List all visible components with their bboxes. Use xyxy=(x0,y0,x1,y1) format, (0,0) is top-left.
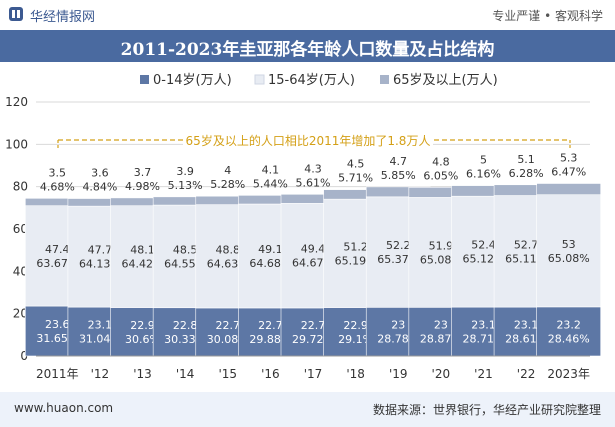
data-label-value: 47.7 xyxy=(88,244,113,257)
data-label-value: 3.6 xyxy=(91,167,109,180)
data-label-value: 3.9 xyxy=(176,165,194,178)
annotation-text: 65岁及以上的人口相比2011年增加了1.8万人 xyxy=(186,133,431,148)
data-label-value: 52.7 xyxy=(514,238,539,251)
top-bar: 华经情报网 专业严谨 • 客观科学 xyxy=(0,0,615,30)
y-tick-label: 100 xyxy=(5,137,28,151)
huajing-logo-icon xyxy=(9,7,23,21)
stacked-bar-chart: 0 20 40 60 80 100 120 0-14岁(万人) 15-64岁(万人) 65岁及以上… xyxy=(5,73,601,381)
bar-65plus xyxy=(536,183,601,196)
data-label-share: 5.28% xyxy=(210,178,245,191)
y-tick-label: 40 xyxy=(13,264,28,278)
x-tick-label: 2023年 xyxy=(547,367,590,381)
data-label-value: 23.2 xyxy=(556,318,581,331)
legend-swatch xyxy=(140,75,149,84)
data-label-share: 4.84% xyxy=(82,181,117,194)
data-label-value: 23 xyxy=(434,319,448,332)
data-label-share: 28.46% xyxy=(548,332,590,345)
data-label-value: 48.8 xyxy=(216,243,241,256)
data-label-value: 4.1 xyxy=(262,163,280,176)
data-label-value: 23.1 xyxy=(471,319,496,332)
data-label-value: 4.5 xyxy=(347,158,365,171)
data-source: 数据来源：世界银行，华经产业研究院整理 xyxy=(372,403,601,417)
x-tick-label: '12 xyxy=(91,367,110,381)
data-label-share: 30.6% xyxy=(125,333,160,346)
data-label-value: 49.1 xyxy=(258,243,283,256)
legend-label: 15-64岁(万人) xyxy=(268,73,355,88)
x-tick-label: '14 xyxy=(176,367,195,381)
legend-label: 65岁及以上(万人) xyxy=(393,73,498,88)
x-tick-label: '19 xyxy=(389,367,408,381)
data-label-share: 4.98% xyxy=(125,180,160,193)
tagline: 专业严谨 • 客观科学 xyxy=(492,9,603,23)
data-label-value: 5 xyxy=(480,154,487,167)
data-label-value: 22.9 xyxy=(130,319,155,332)
data-label-value: 22.7 xyxy=(216,319,241,332)
data-label-value: 22.8 xyxy=(173,319,198,332)
data-label-share: 5.44% xyxy=(253,177,288,190)
data-label-value: 5.3 xyxy=(560,151,578,164)
annotation-bg xyxy=(183,131,433,149)
data-label-share: 5.71% xyxy=(338,172,373,185)
data-label-value: 51.2 xyxy=(343,240,368,253)
data-label-value: 4.8 xyxy=(432,155,450,168)
x-tick-label: '16 xyxy=(261,367,280,381)
data-label-value: 53 xyxy=(562,238,576,251)
data-label-value: 23 xyxy=(391,319,405,332)
data-label-value: 52.4 xyxy=(471,239,496,252)
data-label-value: 48.1 xyxy=(130,244,155,257)
data-label-share: 6.05% xyxy=(423,169,458,182)
data-label-value: 49.4 xyxy=(301,243,326,256)
x-tick-label: 2011年 xyxy=(36,367,79,381)
data-label-share: 6.28% xyxy=(509,167,544,180)
x-tick-label: '21 xyxy=(474,367,493,381)
data-label-share: 29.1% xyxy=(338,333,373,346)
x-tick-label: '18 xyxy=(346,367,365,381)
y-tick-label: 60 xyxy=(13,222,28,236)
footer-bar: www.huaon.com 数据来源：世界银行，华经产业研究院整理 xyxy=(0,392,615,427)
chart-title: 2011-2023年圭亚那各年龄人口数量及占比结构 xyxy=(120,40,495,60)
x-tick-label: '17 xyxy=(304,367,323,381)
website-url: www.huaon.com xyxy=(14,401,114,415)
y-tick-label: 0 xyxy=(20,349,28,363)
y-tick-label: 20 xyxy=(13,307,28,321)
brand-name: 华经情报网 xyxy=(30,10,96,25)
legend-label: 0-14岁(万人) xyxy=(153,73,232,88)
data-label-share: 6.47% xyxy=(551,165,586,178)
data-label-value: 22.7 xyxy=(301,319,326,332)
legend-swatch xyxy=(254,74,265,85)
data-label-share: 4.68% xyxy=(40,180,75,193)
x-tick-label: '13 xyxy=(133,367,152,381)
title-bar: 2011-2023年圭亚那各年龄人口数量及占比结构 xyxy=(0,30,615,62)
data-label-value: 51.9 xyxy=(429,239,454,252)
data-label-value: 5.1 xyxy=(517,153,535,166)
data-label-value: 52.2 xyxy=(386,239,411,252)
data-label-value: 23.6 xyxy=(45,318,70,331)
data-label-value: 47.4 xyxy=(45,243,70,256)
data-label-share: 6.16% xyxy=(466,168,501,181)
data-label-value: 22.9 xyxy=(343,319,368,332)
data-label-value: 3.5 xyxy=(49,166,67,179)
bar-15-64 xyxy=(536,194,601,308)
data-label-value: 3.7 xyxy=(134,166,152,179)
data-label-share: 5.61% xyxy=(296,176,331,189)
data-label-value: 48.5 xyxy=(173,243,198,256)
data-label-value: 4.3 xyxy=(304,162,322,175)
data-label-value: 22.7 xyxy=(258,319,283,332)
data-label-share: 5.13% xyxy=(168,179,203,192)
x-tick-label: '15 xyxy=(218,367,237,381)
y-tick-label: 80 xyxy=(13,180,28,194)
x-tick-label: '20 xyxy=(432,367,451,381)
data-label-value: 4.7 xyxy=(389,155,407,168)
legend-swatch xyxy=(380,75,389,84)
y-tick-label: 120 xyxy=(5,95,28,109)
data-label-value: 4 xyxy=(224,164,231,177)
data-label-value: 23.1 xyxy=(88,319,113,332)
data-label-share: 65.08% xyxy=(548,252,590,265)
x-tick-label: '22 xyxy=(517,367,536,381)
data-label-share: 5.85% xyxy=(381,169,416,182)
data-label-value: 23.1 xyxy=(514,319,539,332)
bar-0-14 xyxy=(536,306,601,357)
